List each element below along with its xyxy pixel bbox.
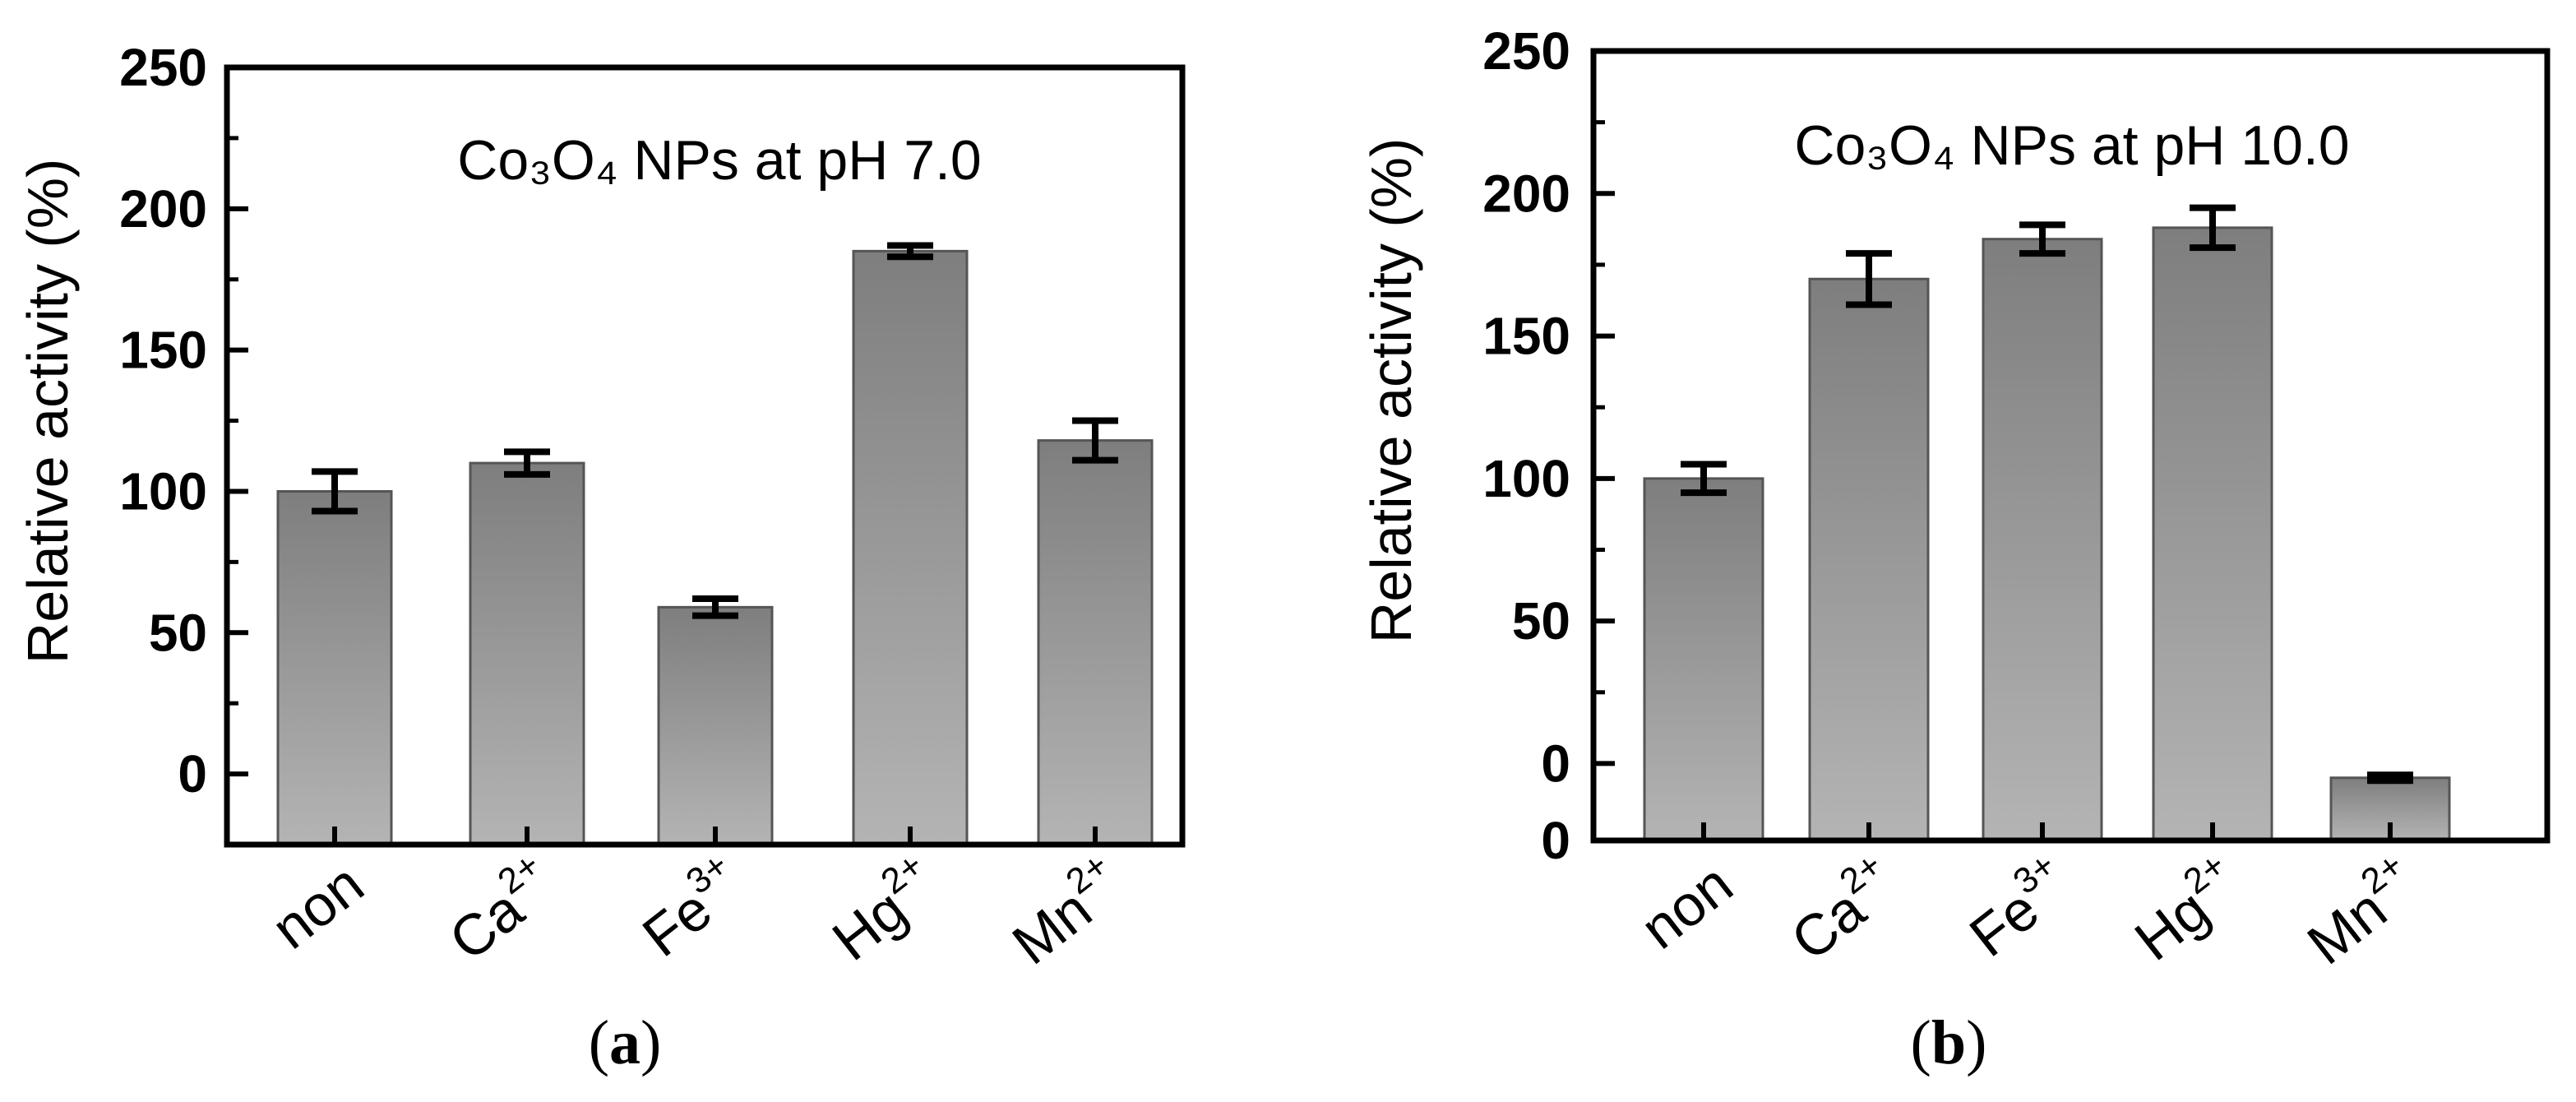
x-tick-label-base: non	[260, 851, 375, 961]
x-tick-label-a-2: Ca2+	[432, 845, 567, 972]
panel-label-b-letter: b	[1931, 1008, 1967, 1077]
bar-b-3	[1982, 238, 2103, 842]
y-tick-label-b: 0	[1541, 734, 1570, 793]
y-tick-label-a: 250	[119, 38, 207, 97]
chart-title-a: Co₃O₄ NPs at pH 7.0	[457, 129, 981, 192]
x-tick-label-b-3: Fe3+	[1953, 845, 2083, 969]
bar-b-1	[1643, 477, 1764, 842]
x-tick-label-base: non	[1629, 851, 1744, 961]
y-tick-label-a: 50	[149, 603, 207, 662]
y-tick-label-b: 150	[1482, 307, 1570, 366]
panel-label-b: (b)	[1910, 1008, 1987, 1077]
error-bar-b-2	[1846, 250, 1892, 308]
y-tick-label-b: 250	[1482, 21, 1570, 81]
error-bar-a-5	[1072, 417, 1118, 464]
plot-frame-a	[224, 64, 1186, 848]
y-axis-label-a: Relative activity (%)	[16, 159, 80, 664]
bar-a-1	[276, 489, 393, 846]
bar-b-2	[1808, 277, 1930, 842]
x-tick-label-b-5: Mn2+	[2291, 845, 2430, 976]
bar-b-4	[2152, 226, 2273, 842]
y-tick-label-a: 100	[119, 461, 207, 521]
error-bar-b-5	[2367, 771, 2413, 785]
x-tick-label-a-1: non	[260, 851, 375, 961]
y-tick-label-extra-b: 0	[1541, 811, 1570, 870]
x-tick-label-a-4: Hg2+	[816, 845, 950, 972]
error-bar-b-3	[2019, 221, 2065, 257]
bar-a-4	[852, 249, 969, 846]
x-tick-label-a-5: Mn2+	[996, 845, 1135, 976]
bar-a-2	[469, 461, 585, 846]
panel-label-a-letter: a	[609, 1008, 641, 1077]
y-tick-label-a: 150	[119, 321, 207, 380]
y-tick-label-a: 0	[178, 744, 207, 803]
y-tick-label-b: 200	[1482, 164, 1570, 223]
chart-title-b: Co₃O₄ NPs at pH 10.0	[1794, 114, 2349, 177]
y-tick-label-b: 100	[1482, 449, 1570, 508]
y-tick-label-b: 50	[1512, 591, 1570, 651]
plot-frame-b	[1590, 48, 2551, 844]
panel-label-a: (a)	[588, 1008, 662, 1077]
error-bar-a-3	[692, 595, 738, 619]
error-bar-a-2	[504, 448, 550, 478]
bar-a-5	[1037, 439, 1154, 846]
error-bar-a-4	[887, 242, 933, 261]
x-tick-label-b-2: Ca2+	[1774, 845, 1909, 972]
chart-panel-a: 0 50 100 150 200 250 non Ca2+ Fe3+ Hg2+ Mn2+ Relati…	[16, 38, 1186, 977]
error-bar-a-1	[312, 468, 358, 515]
x-tick-label-b-4: Hg2+	[2118, 845, 2253, 972]
bar-a-3	[657, 605, 774, 846]
y-axis-label-b: Relative activity (%)	[1359, 138, 1423, 644]
chart-panel-b: 0 50 100 150 200 250 0 non Ca2+ Fe3+ Hg2+ Mn2+ Relat…	[1359, 21, 2551, 977]
error-bar-b-1	[1681, 461, 1727, 497]
y-tick-label-a: 200	[119, 179, 207, 238]
error-bar-b-4	[2190, 204, 2236, 252]
x-tick-label-b-1: non	[1629, 851, 1744, 961]
x-tick-label-a-3: Fe3+	[626, 845, 756, 969]
